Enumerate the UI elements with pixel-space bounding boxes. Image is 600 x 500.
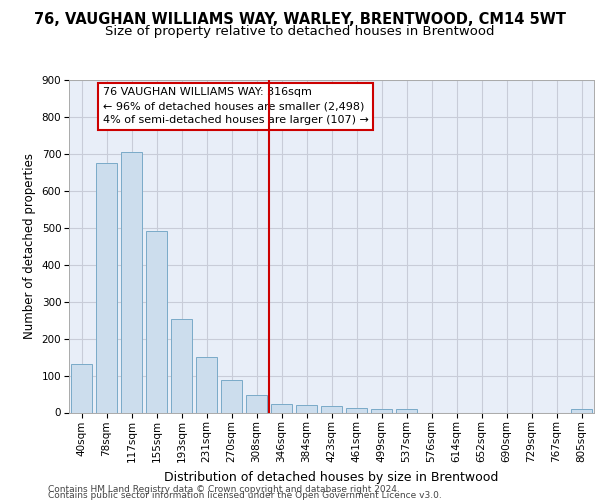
Bar	[246, 395, 267, 412]
Bar	[346, 408, 367, 412]
Bar	[296, 405, 317, 412]
Bar	[171, 319, 192, 412]
Bar	[121, 152, 142, 412]
Text: Size of property relative to detached houses in Brentwood: Size of property relative to detached ho…	[105, 25, 495, 38]
Text: Contains HM Land Registry data © Crown copyright and database right 2024.: Contains HM Land Registry data © Crown c…	[48, 485, 400, 494]
Bar	[71, 364, 92, 412]
Y-axis label: Number of detached properties: Number of detached properties	[23, 153, 36, 339]
Bar	[571, 409, 592, 412]
Bar	[96, 163, 117, 412]
X-axis label: Distribution of detached houses by size in Brentwood: Distribution of detached houses by size …	[164, 470, 499, 484]
Bar	[271, 404, 292, 412]
Bar	[371, 409, 392, 412]
Text: Contains public sector information licensed under the Open Government Licence v3: Contains public sector information licen…	[48, 491, 442, 500]
Bar	[146, 232, 167, 412]
Text: 76, VAUGHAN WILLIAMS WAY, WARLEY, BRENTWOOD, CM14 5WT: 76, VAUGHAN WILLIAMS WAY, WARLEY, BRENTW…	[34, 12, 566, 28]
Bar	[321, 406, 342, 412]
Bar	[196, 357, 217, 412]
Bar	[396, 409, 417, 412]
Text: 76 VAUGHAN WILLIAMS WAY: 316sqm
← 96% of detached houses are smaller (2,498)
4% : 76 VAUGHAN WILLIAMS WAY: 316sqm ← 96% of…	[103, 88, 368, 126]
Bar	[221, 380, 242, 412]
